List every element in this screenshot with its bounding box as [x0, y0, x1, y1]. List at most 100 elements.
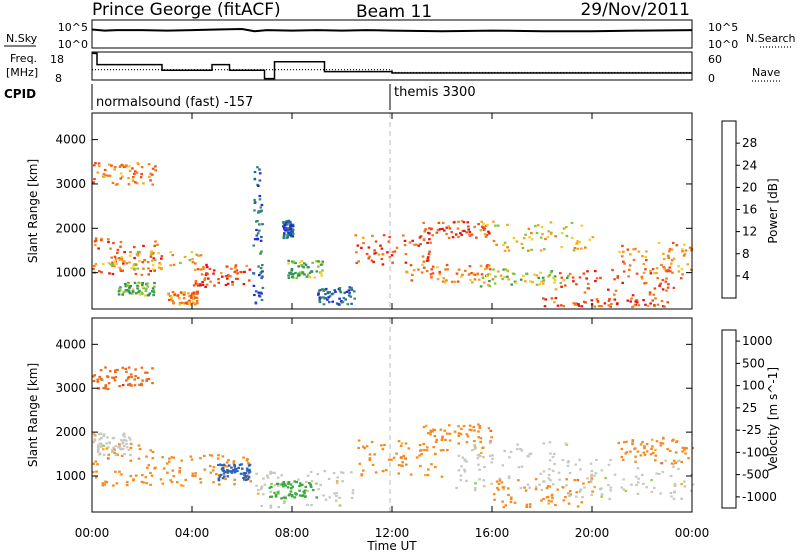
scatter-point: [256, 237, 260, 240]
scatter-point: [97, 247, 100, 250]
scatter-point: [491, 278, 495, 281]
colorbar-tick-label: 100: [742, 379, 765, 393]
scatter-point: [106, 174, 110, 177]
scatter-point: [591, 236, 595, 239]
scatter-point: [290, 494, 294, 497]
scatter-point: [189, 455, 193, 458]
scatter-point: [477, 223, 480, 226]
nsky-panel: N.Sky 10^5 10^0 10^5 10^0 N.Search: [4, 19, 796, 51]
scatter-point: [119, 258, 122, 261]
scatter-point: [430, 268, 434, 271]
scatter-point: [169, 251, 172, 254]
scatter-point: [374, 251, 378, 254]
scatter-point: [655, 472, 658, 475]
scatter-point: [129, 285, 133, 288]
scatter-point: [132, 478, 135, 481]
scatter-point: [169, 479, 172, 482]
scatter-point: [317, 260, 320, 263]
scatter-point: [289, 273, 293, 276]
scatter-point: [371, 234, 374, 237]
scatter-point: [397, 440, 401, 443]
scatter-point: [115, 257, 119, 260]
scatter-point: [96, 380, 99, 383]
scatter-point: [309, 483, 312, 486]
scatter-point: [620, 255, 624, 258]
scatter-point: [319, 483, 322, 487]
scatter-point: [681, 273, 684, 276]
scatter-point: [476, 457, 480, 460]
scatter-point: [108, 174, 112, 177]
scatter-point: [661, 470, 665, 474]
scatter-point: [276, 476, 280, 479]
scatter-point: [266, 476, 270, 479]
scatter-point: [255, 228, 258, 232]
scatter-point: [444, 438, 447, 441]
scatter-point: [245, 264, 248, 267]
scatter-point: [188, 295, 191, 298]
scatter-point: [445, 279, 448, 282]
scatter-point: [290, 269, 293, 272]
scatter-point: [479, 437, 483, 440]
scatter-point: [500, 481, 504, 484]
scatter-point: [584, 246, 587, 249]
scatter-point: [178, 467, 182, 470]
scatter-point: [240, 467, 244, 470]
scatter-point: [654, 459, 657, 462]
scatter-point: [568, 494, 571, 498]
scatter-point: [225, 461, 229, 464]
scatter-point: [508, 456, 511, 459]
scatter-point: [247, 462, 250, 465]
scatter-point: [308, 482, 311, 485]
scatter-point: [104, 384, 108, 387]
scatter-point: [136, 267, 139, 270]
scatter-point: [257, 211, 260, 214]
scatter-point: [670, 462, 674, 465]
scatter-point: [283, 483, 286, 486]
scatter-point: [128, 382, 132, 386]
y-tick-label: 1000: [55, 266, 86, 280]
scatter-point: [588, 238, 592, 241]
scatter-point: [434, 440, 438, 444]
scatter-point: [461, 456, 464, 459]
scatter-point: [282, 234, 286, 237]
scatter-point: [578, 458, 581, 461]
scatter-point: [114, 166, 117, 169]
scatter-point: [129, 251, 132, 254]
scatter-point: [127, 376, 131, 379]
scatter-point: [527, 455, 530, 458]
scatter-point: [386, 251, 389, 254]
scatter-point: [101, 484, 105, 487]
x-tick-label: 12:00: [375, 526, 410, 540]
freq-tick-bottom: 8: [55, 72, 62, 85]
scatter-point: [477, 430, 480, 433]
scatter-point: [429, 429, 433, 432]
scatter-point: [259, 239, 263, 242]
scatter-point: [93, 240, 97, 243]
scatter-point: [387, 240, 391, 243]
scatter-point: [494, 224, 497, 227]
scatter-point: [492, 493, 496, 496]
scatter-point: [522, 274, 525, 277]
scatter-point: [395, 452, 398, 455]
scatter-point: [466, 435, 470, 438]
scatter-point: [431, 234, 434, 237]
scatter-point: [643, 453, 647, 456]
scatter-point: [239, 271, 242, 274]
scatter-point: [119, 172, 123, 175]
colorbar-tick-label: 12: [742, 225, 757, 239]
scatter-point: [285, 221, 288, 224]
scatter-point: [324, 297, 327, 300]
scatter-point: [302, 266, 305, 269]
scatter-point: [127, 281, 130, 284]
scatter-point: [572, 249, 576, 252]
scatter-region: [357, 438, 444, 478]
scatter-point: [262, 493, 265, 496]
scatter-point: [98, 442, 102, 445]
scatter-point: [252, 284, 256, 287]
scatter-point: [651, 299, 654, 302]
scatter-point: [195, 253, 198, 256]
scatter-region: [282, 219, 295, 240]
scatter-point: [246, 478, 250, 481]
scatter-point: [344, 298, 347, 301]
scatter-point: [295, 480, 298, 484]
